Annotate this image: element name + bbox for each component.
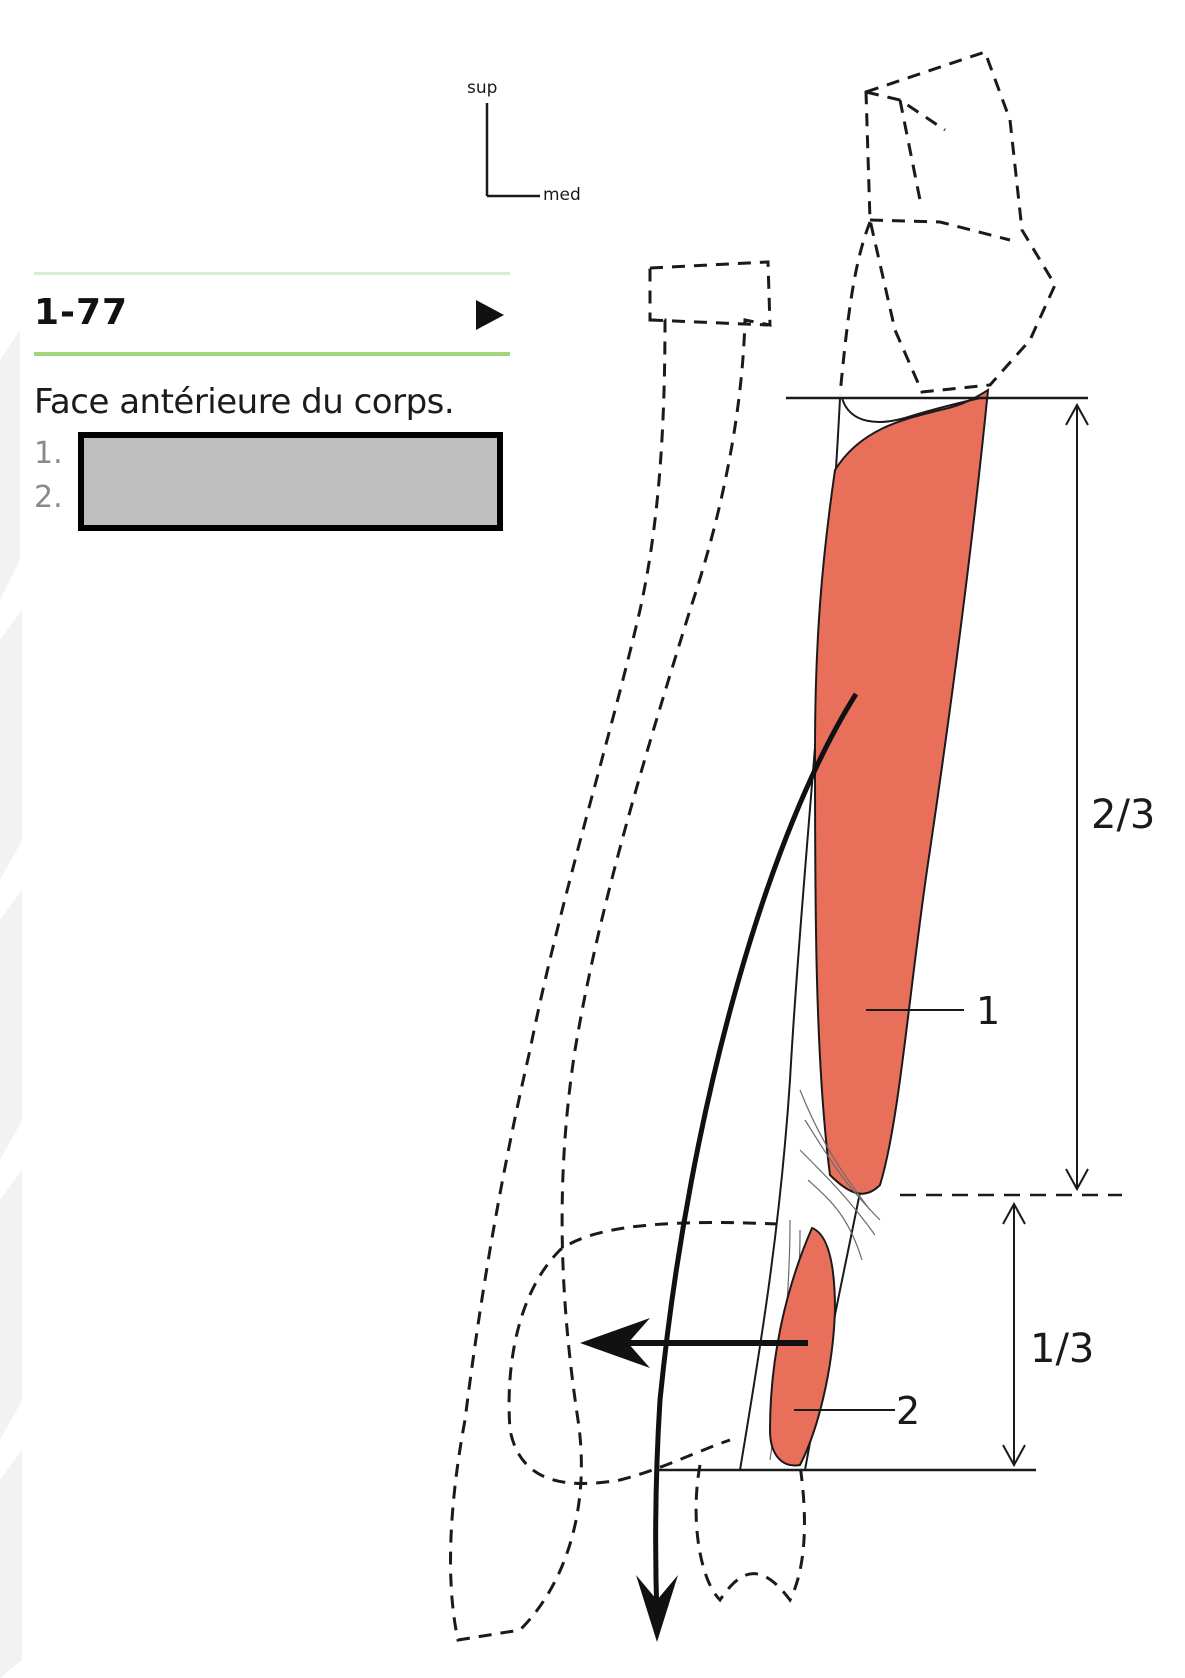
hand-outline xyxy=(507,1221,801,1485)
horizontal-arrow-head xyxy=(580,1318,650,1368)
ulna-inner-line xyxy=(649,318,769,327)
caption-title: Face antérieure du corps. xyxy=(34,382,455,422)
legend-number-2: 2. xyxy=(34,480,63,515)
lower-dimension-arrow xyxy=(1002,1201,1026,1468)
upper-fraction-label: 2/3 xyxy=(1091,792,1155,838)
background-stripes xyxy=(0,330,22,1678)
upper-dimension-arrow xyxy=(1065,402,1089,1192)
muscle-region-2 xyxy=(768,1226,837,1467)
redaction-box xyxy=(78,432,503,531)
muscle-region-1 xyxy=(813,388,990,1195)
orientation-axes-icon xyxy=(485,103,540,198)
figure-number: 1-77 xyxy=(34,292,129,333)
radius-neck-outline xyxy=(865,90,1011,242)
curved-arrow xyxy=(653,692,859,1619)
radius-shaft-dashed xyxy=(838,221,872,396)
curved-arrow-head xyxy=(636,1575,678,1642)
sup-label: sup xyxy=(467,78,497,98)
radius-head-outline xyxy=(864,50,1057,394)
caption-green-rule xyxy=(34,352,510,356)
next-arrow-icon[interactable] xyxy=(476,300,504,330)
region-2-label: 2 xyxy=(896,1389,920,1433)
lower-fraction-label: 1/3 xyxy=(1030,1326,1094,1372)
caption-top-rule xyxy=(34,272,510,275)
muscle-region-1-cap xyxy=(841,397,981,423)
wrist-lower-outline xyxy=(694,1464,806,1603)
region-1-label: 1 xyxy=(976,989,1000,1033)
legend-number-1: 1. xyxy=(34,436,63,471)
ulna-outline xyxy=(449,260,772,1642)
med-label: med xyxy=(543,185,581,205)
